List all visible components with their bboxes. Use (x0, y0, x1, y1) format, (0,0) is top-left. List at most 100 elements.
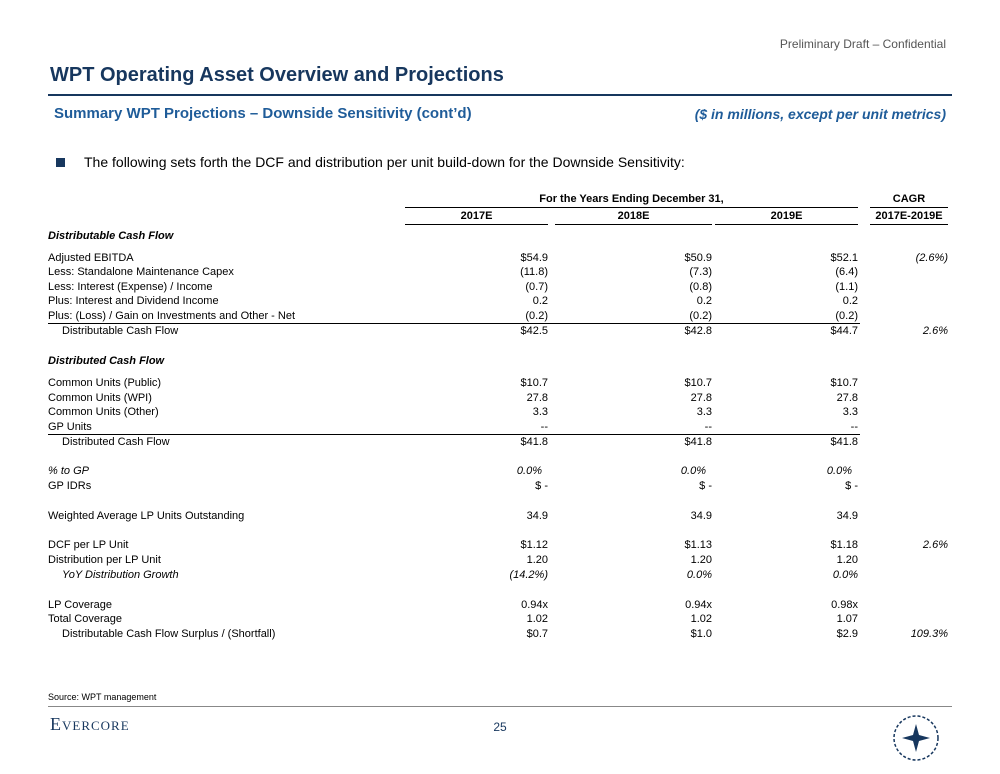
row-label: Distributable Cash Flow Surplus / (Short… (62, 628, 276, 640)
cell: 1.02 (526, 613, 548, 625)
cell: 1.02 (690, 613, 712, 625)
units: ($ in millions, except per unit metrics) (694, 106, 946, 122)
cell: $10.7 (830, 377, 858, 389)
cagr-cell: (2.6%) (915, 252, 948, 264)
cell: (14.2%) (509, 569, 548, 581)
cell: (0.2) (689, 310, 712, 322)
cell: 0.2 (532, 295, 548, 307)
cell: $10.7 (520, 377, 548, 389)
cell: 27.8 (690, 392, 712, 404)
cell: $0.7 (526, 628, 548, 640)
cell: $1.18 (830, 539, 858, 551)
row-label: Less: Interest (Expense) / Income (48, 281, 213, 293)
cell: $41.8 (684, 436, 712, 448)
cell: 0.0% (516, 465, 542, 477)
cagr-cell: 109.3% (910, 628, 948, 640)
cell: $1.0 (690, 628, 712, 640)
rule (405, 224, 548, 225)
cell: 0.2 (842, 295, 858, 307)
cell: (0.7) (525, 281, 548, 293)
cagr-cell: 2.6% (922, 539, 948, 551)
row-label: Total Coverage (48, 613, 122, 625)
footer-rule (48, 706, 952, 707)
bullet-square (56, 158, 65, 167)
column-header: 2019E (770, 210, 803, 222)
cell: (11.8) (520, 266, 548, 278)
cell: $2.9 (836, 628, 858, 640)
row-label: Distributable Cash Flow (48, 230, 174, 242)
title-rule (48, 94, 952, 96)
row-label: Distributable Cash Flow (62, 325, 179, 337)
cell: $ - (699, 480, 712, 492)
cell: 0.98x (831, 599, 858, 611)
row-label: GP IDRs (48, 480, 92, 492)
cell: 1.20 (690, 554, 712, 566)
cell: 3.3 (532, 406, 548, 418)
cell: $42.8 (684, 325, 712, 337)
cagr-cell: 2.6% (922, 325, 948, 337)
cell: 1.20 (526, 554, 548, 566)
row-label: Distributed Cash Flow (62, 436, 170, 448)
bullet-text: The following sets forth the DCF and dis… (84, 154, 685, 170)
cell: 34.9 (690, 510, 712, 522)
cell: $ - (845, 480, 858, 492)
cell: 0.2 (696, 295, 712, 307)
cell: $10.7 (684, 377, 712, 389)
cell: -- (850, 421, 858, 433)
row-label: Common Units (Other) (48, 406, 159, 418)
column-header: 2018E (617, 210, 650, 222)
cell: $54.9 (520, 252, 548, 264)
cell: $ - (535, 480, 548, 492)
cell: 1.07 (836, 613, 858, 625)
row-label: Distribution per LP Unit (48, 554, 161, 566)
row-label: DCF per LP Unit (48, 539, 129, 551)
cell: (0.8) (689, 281, 712, 293)
cell: 1.20 (836, 554, 858, 566)
cell: 3.3 (696, 406, 712, 418)
cell: $52.1 (830, 252, 858, 264)
rule (870, 207, 948, 208)
cell: (1.1) (835, 281, 858, 293)
cell: $44.7 (830, 325, 858, 337)
cell: 34.9 (526, 510, 548, 522)
cell: (6.4) (835, 266, 858, 278)
rule (405, 207, 858, 208)
cell: 0.94x (521, 599, 548, 611)
wpt-logo (893, 715, 939, 761)
cell: 0.94x (685, 599, 712, 611)
cell: (0.2) (525, 310, 548, 322)
column-header: 2017E (460, 210, 493, 222)
row-label: Distributed Cash Flow (48, 355, 165, 367)
cagr-header: CAGR (892, 193, 926, 205)
cell: $1.13 (684, 539, 712, 551)
cell: -- (540, 421, 548, 433)
rule (870, 224, 948, 225)
cell: 3.3 (842, 406, 858, 418)
cell: 27.8 (836, 392, 858, 404)
rule (555, 224, 712, 225)
row-label: Plus: Interest and Dividend Income (48, 295, 219, 307)
row-label: % to GP (48, 465, 89, 477)
title: WPT Operating Asset Overview and Project… (50, 64, 504, 86)
cell: 34.9 (836, 510, 858, 522)
row-label: LP Coverage (48, 599, 113, 611)
row-label: Weighted Average LP Units Outstanding (48, 510, 245, 522)
cell: $41.8 (520, 436, 548, 448)
cell: 0.0% (686, 569, 712, 581)
cell: $42.5 (520, 325, 548, 337)
cell: (0.2) (835, 310, 858, 322)
group-header: For the Years Ending December 31, (539, 193, 724, 205)
cell: (7.3) (689, 266, 712, 278)
source: Source: WPT management (48, 692, 157, 702)
cell: 0.0% (680, 465, 706, 477)
page-number: 25 (493, 720, 507, 734)
row-label: GP Units (48, 421, 92, 433)
cell: 0.0% (826, 465, 852, 477)
rule (48, 323, 860, 324)
rule (48, 434, 860, 435)
row-label: Less: Standalone Maintenance Capex (48, 266, 234, 278)
subtitle: Summary WPT Projections – Downside Sensi… (54, 105, 472, 122)
logo: Evercore (50, 714, 130, 734)
row-label: Common Units (WPI) (48, 392, 152, 404)
